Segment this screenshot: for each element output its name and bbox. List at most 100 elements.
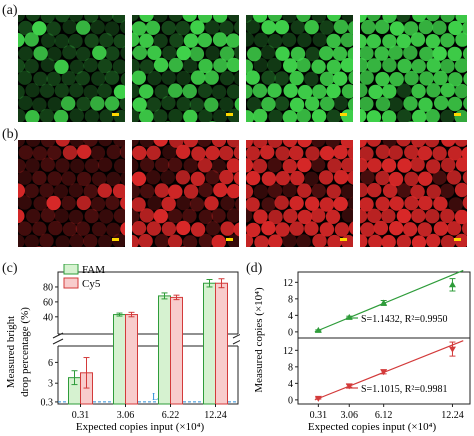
bright-droplet bbox=[139, 84, 154, 99]
bright-droplet bbox=[425, 34, 441, 49]
dim-droplet bbox=[90, 196, 106, 212]
dim-droplet bbox=[25, 83, 40, 98]
dim-droplet bbox=[448, 197, 463, 212]
micrograph-cy5-4 bbox=[360, 140, 467, 247]
dim-droplet bbox=[18, 84, 25, 100]
bright-droplet bbox=[211, 234, 226, 247]
dim-droplet bbox=[176, 96, 191, 112]
bright-droplet bbox=[183, 33, 199, 48]
bright-droplet bbox=[190, 171, 205, 186]
bright-droplet bbox=[168, 184, 183, 199]
bright-droplet bbox=[167, 234, 183, 247]
dim-droplet bbox=[147, 195, 162, 211]
dim-droplet bbox=[119, 96, 125, 111]
d-point-cy5 bbox=[448, 346, 456, 353]
bright-droplet bbox=[76, 20, 91, 35]
dim-droplet bbox=[80, 246, 86, 247]
bright-droplet bbox=[375, 170, 390, 186]
bright-droplet bbox=[323, 246, 330, 247]
micrograph-cy5-1 bbox=[18, 140, 125, 247]
bright-droplet bbox=[165, 121, 171, 122]
dim-droplet bbox=[261, 70, 276, 85]
dim-droplet bbox=[183, 158, 198, 173]
bright-droplet bbox=[76, 144, 92, 159]
dim-droplet bbox=[113, 140, 125, 147]
dim-droplet bbox=[226, 84, 239, 99]
bright-droplet bbox=[319, 46, 334, 61]
dim-droplet bbox=[274, 71, 289, 86]
bright-droplet bbox=[433, 221, 449, 236]
bright-droplet bbox=[138, 233, 153, 247]
bright-droplet bbox=[132, 171, 147, 186]
d-y-tick-label: 4 bbox=[288, 311, 293, 322]
bright-droplet bbox=[312, 84, 327, 99]
bright-droplet bbox=[132, 21, 147, 36]
dim-droplet bbox=[205, 170, 220, 185]
dim-droplet bbox=[25, 158, 40, 173]
d-x-tick-label: 3.06 bbox=[341, 410, 359, 421]
bright-droplet bbox=[18, 208, 25, 224]
bright-droplet bbox=[419, 71, 434, 86]
bright-droplet bbox=[18, 183, 25, 198]
dim-droplet bbox=[396, 83, 412, 98]
dim-droplet bbox=[68, 209, 84, 225]
dim-droplet bbox=[234, 20, 239, 35]
bright-droplet bbox=[426, 159, 441, 174]
dim-droplet bbox=[62, 45, 77, 60]
dim-droplet bbox=[211, 159, 226, 174]
bright-droplet bbox=[153, 208, 168, 224]
bright-droplet bbox=[219, 145, 234, 161]
c-ylabel-line1: Measured bright bbox=[5, 316, 17, 388]
bright-droplet bbox=[326, 184, 341, 199]
bright-droplet bbox=[412, 109, 427, 122]
dim-droplet bbox=[70, 158, 85, 174]
dim-droplet bbox=[168, 15, 183, 22]
d-y-tick-label: 0 bbox=[288, 327, 293, 338]
bright-droplet bbox=[53, 109, 69, 122]
c-bar-fam bbox=[203, 282, 216, 405]
dim-droplet bbox=[227, 108, 239, 122]
dim-droplet bbox=[305, 46, 320, 62]
bright-droplet bbox=[319, 146, 335, 161]
d-fit-label-cy5: S=1.1015, R²=0.9981 bbox=[361, 384, 448, 395]
bright-droplet bbox=[304, 221, 319, 236]
dim-droplet bbox=[219, 71, 235, 86]
dim-droplet bbox=[132, 140, 139, 147]
d-x-tick-label: 0.31 bbox=[310, 410, 328, 421]
dim-droplet bbox=[24, 183, 39, 198]
bright-droplet bbox=[397, 58, 412, 74]
bright-droplet bbox=[132, 97, 147, 112]
bright-droplet bbox=[455, 15, 467, 24]
bright-droplet bbox=[268, 234, 283, 247]
dim-droplet bbox=[91, 71, 106, 86]
bright-droplet bbox=[132, 145, 147, 161]
bright-droplet bbox=[426, 83, 441, 98]
bright-droplet bbox=[246, 197, 260, 212]
bright-droplet bbox=[333, 196, 348, 212]
d-xlabel: Expected copies input (×10⁴) bbox=[308, 421, 437, 433]
bright-droplet bbox=[455, 157, 467, 172]
bright-droplet bbox=[389, 21, 405, 36]
dim-droplet bbox=[83, 58, 98, 73]
bright-droplet bbox=[246, 184, 254, 199]
dim-droplet bbox=[68, 33, 83, 49]
bright-droplet bbox=[132, 197, 146, 212]
dim-droplet bbox=[333, 95, 348, 111]
bright-droplet bbox=[311, 109, 327, 122]
bright-droplet bbox=[425, 15, 440, 22]
dim-droplet bbox=[246, 19, 260, 34]
dim-droplet bbox=[235, 197, 239, 211]
bright-droplet bbox=[311, 59, 326, 74]
bright-droplet bbox=[333, 19, 349, 34]
bright-droplet bbox=[182, 84, 197, 99]
dim-droplet bbox=[120, 72, 125, 86]
dim-droplet bbox=[18, 158, 26, 174]
bright-droplet bbox=[305, 96, 320, 111]
bright-droplet bbox=[124, 121, 125, 122]
bright-droplet bbox=[381, 208, 396, 224]
dim-droplet bbox=[198, 209, 214, 224]
bright-droplet bbox=[411, 140, 426, 148]
dim-droplet bbox=[139, 140, 154, 148]
c-bar-cy5 bbox=[125, 314, 138, 405]
dim-droplet bbox=[296, 234, 311, 247]
